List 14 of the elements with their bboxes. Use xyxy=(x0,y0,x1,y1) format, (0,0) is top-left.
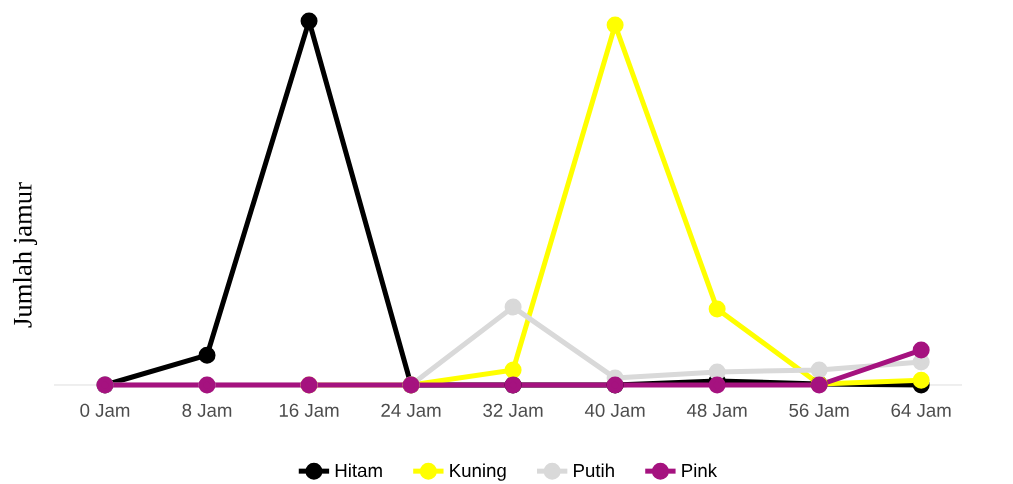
x-tick-label: 0 Jam xyxy=(80,403,130,417)
x-tick-label: 48 Jam xyxy=(686,403,747,417)
legend-label: Kuning xyxy=(450,463,506,481)
x-tick-label: 64 Jam xyxy=(891,403,951,417)
legend-label: Hitam xyxy=(335,463,382,477)
x-tick-label: 40 Jam xyxy=(584,403,645,417)
legend-label: Pink xyxy=(682,463,718,477)
x-tick-label: 16 Jam xyxy=(279,403,339,417)
x-tick-label: 32 Jam xyxy=(483,403,543,417)
x-tick-label: 56 Jam xyxy=(789,403,849,417)
x-tick-label: 8 Jam xyxy=(182,403,232,417)
legend-label: Putih xyxy=(574,463,614,477)
y-axis-title: Jumlah jamur xyxy=(12,182,38,328)
x-tick-label: 24 Jam xyxy=(381,403,441,417)
